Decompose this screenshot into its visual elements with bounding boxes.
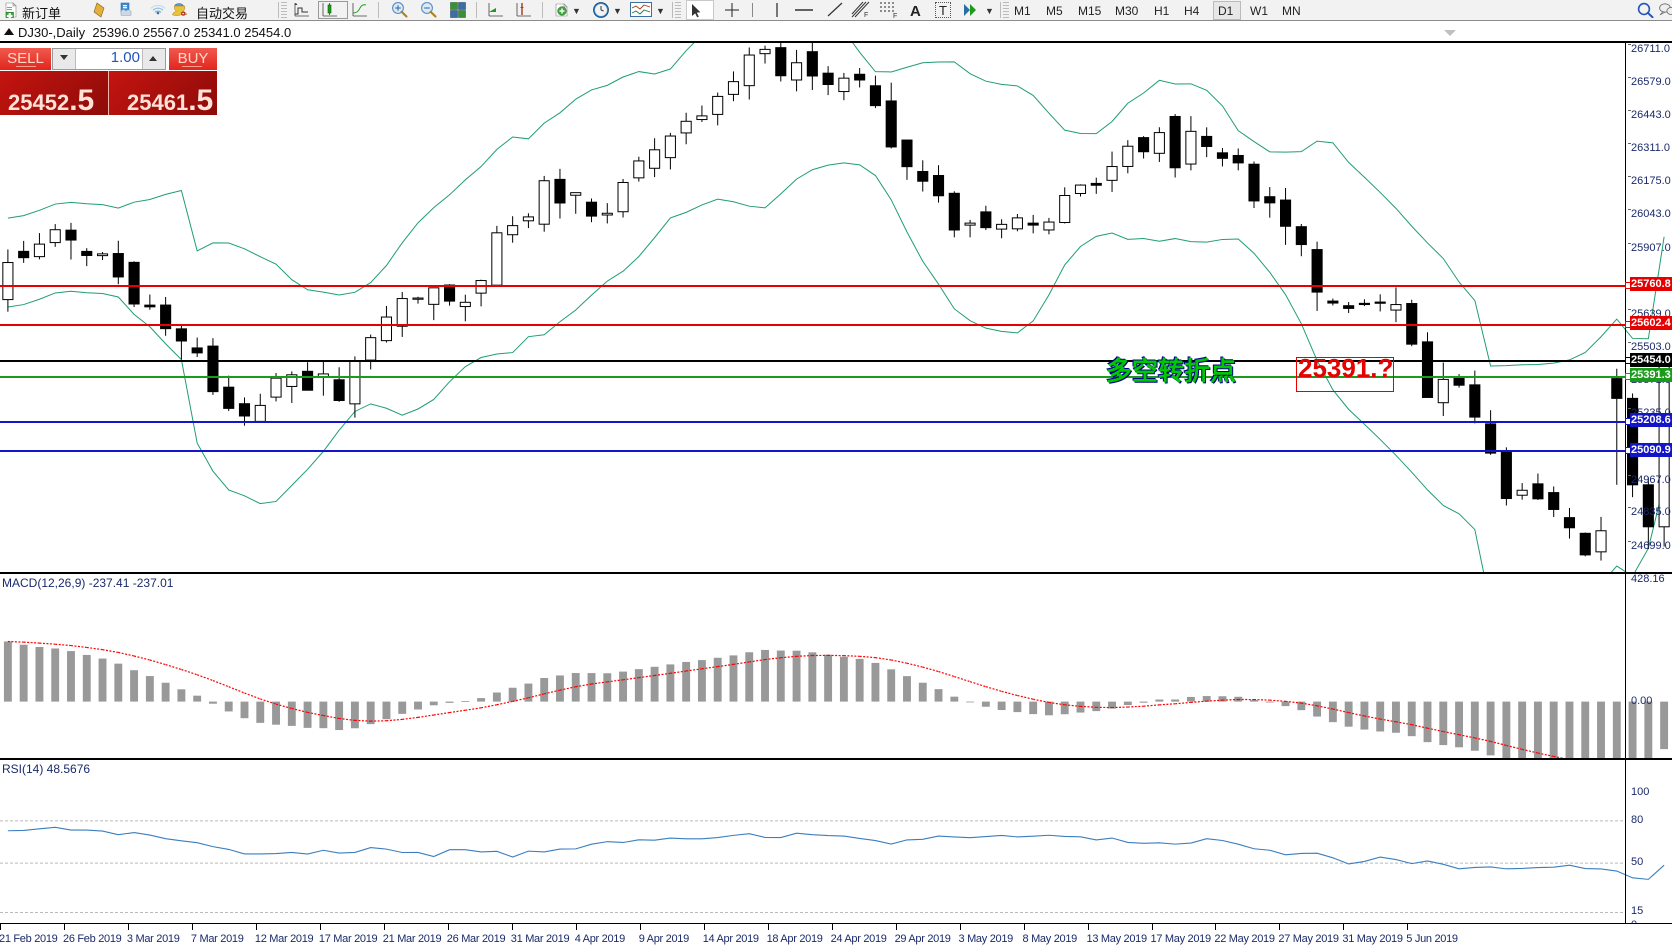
svg-text:F: F <box>893 13 897 18</box>
svg-text:F: F <box>864 12 868 19</box>
